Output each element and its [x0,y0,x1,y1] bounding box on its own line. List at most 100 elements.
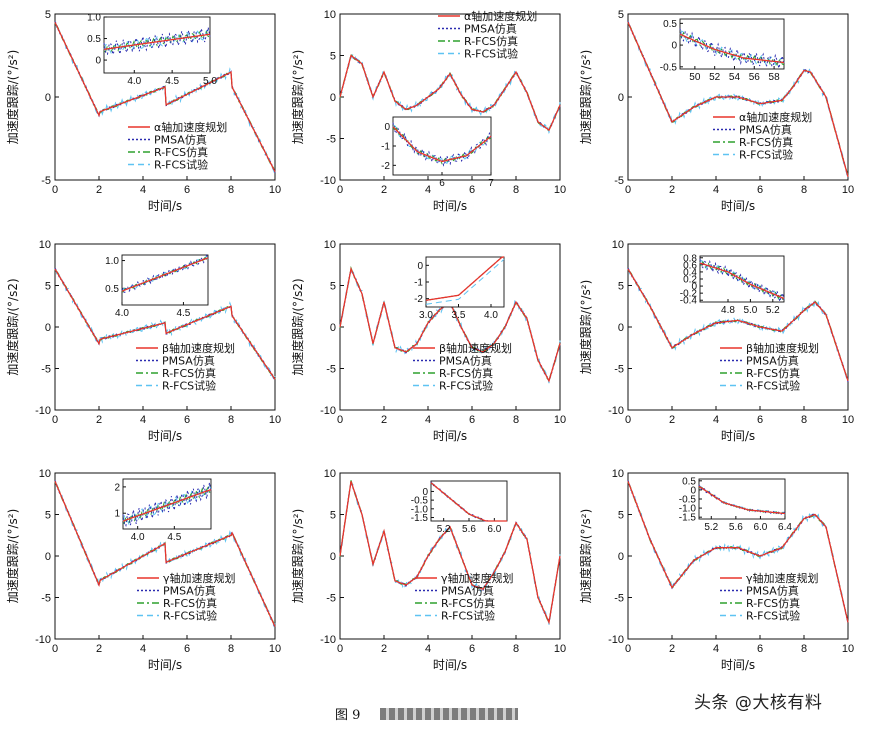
legend-label-3: R-FCS仿真 [154,145,208,159]
x-tick-label: 10 [269,414,281,426]
legend-label-4: R-FCS试验 [441,609,495,623]
inset-y-tick-label: 0 [691,282,697,293]
y-tick-label: -5 [614,593,624,605]
legend-label-2: PMSA仿真 [163,584,216,598]
x-axis-label: 时间/s [433,658,467,672]
inset-y-tick-label: 0 [384,122,390,133]
inset-plot: 4.0 4.5 1 2 [114,478,212,543]
inset-y-tick-label: -0.2 [680,289,698,300]
inset-y-tick-label: 0.6 [683,260,697,271]
inset-frame [425,256,505,308]
inset-x-tick-label: 58 [769,72,781,83]
inset-y-tick-label: -2 [414,294,423,305]
inset-series-line-3 [392,127,492,165]
x-tick-label: 2 [96,184,102,196]
x-tick-label: 4 [713,184,719,196]
y-tick-label: -5 [41,593,51,605]
inset-x-tick-label: 4.0 [484,310,498,321]
inset-plot: 3.0 3.5 4.0 -2 -1 0 [414,256,505,321]
y-tick-label: 0 [618,551,624,563]
legend-label-2: PMSA仿真 [746,354,799,368]
x-axis-label: 时间/s [721,199,755,213]
inset-x-tick-label: 52 [709,72,721,83]
inset-y-tick-label: 0.5 [682,476,696,487]
inset-series-line-1 [699,262,785,300]
inset-y-tick-label: 0 [417,261,423,272]
y-axis-label: 加速度跟踪/(°/s²) [578,50,593,145]
legend-label-3: R-FCS仿真 [464,34,518,48]
x-tick-label: 4 [713,643,719,655]
x-tick-label: 0 [625,414,631,426]
x-axis-label: 时间/s [148,199,182,213]
series-line-4 [339,483,561,625]
inset-series-line-4 [103,29,211,54]
inset-x-tick-label: 7 [488,178,494,189]
inset-series-line-2 [122,482,212,527]
inset-series-line-1 [103,33,211,50]
x-tick-label: 10 [554,643,566,655]
legend-label-3: R-FCS仿真 [163,596,217,610]
legend-label-2: PMSA仿真 [162,354,215,368]
legend-label-2: PMSA仿真 [739,123,792,137]
y-tick-label: -10 [608,634,624,646]
x-tick-label: 2 [381,414,387,426]
inset-series-line-2 [679,28,785,69]
series-line-4 [54,21,276,173]
inset-x-tick-label: 50 [689,72,701,83]
subplot-4: 0 2 4 6 8 10 -10 -5 0 5 10 时间/s 加速度跟踪/(°/s2) 4.0 4.5 0.… [5,239,281,443]
y-tick-label: -5 [41,364,51,376]
x-tick-label: 0 [52,414,58,426]
inset-x-tick-label: 4.8 [721,305,735,316]
legend-label-3: R-FCS仿真 [441,596,495,610]
y-tick-label: 10 [324,9,336,21]
inset-x-tick-label: 6.4 [778,522,792,533]
y-tick-label: 5 [618,9,624,21]
y-tick-label: 5 [330,510,336,522]
inset-y-tick-label: 0 [690,485,696,496]
series-line-3 [627,481,849,623]
y-tick-label: -5 [614,175,624,187]
inset-y-tick-label: -1 [414,278,423,289]
inset-series-line-2 [699,258,785,304]
x-axis-label: 时间/s [721,429,755,443]
x-tick-label: 6 [469,643,475,655]
figure-caption: 图 9 [335,708,361,723]
inset-series-line-1 [425,256,504,301]
series-line-1 [54,22,276,172]
legend-label-3: R-FCS仿真 [439,366,493,380]
legend-label-2: PMSA仿真 [746,584,799,598]
x-tick-label: 2 [669,643,675,655]
x-tick-label: 4 [425,414,431,426]
series-line-1 [339,54,561,132]
legend-label-1: γ轴加速度规划 [163,571,236,585]
legend-label-4: R-FCS试验 [154,158,208,172]
inset-series-line-3 [679,31,785,66]
y-tick-label: -10 [320,175,336,187]
y-tick-label: 10 [39,239,51,251]
inset-x-tick-label: 6 [439,178,445,189]
inset-x-tick-label: 3.0 [419,310,433,321]
series-line-4 [627,480,849,621]
caption-redaction [380,708,518,720]
x-tick-label: 4 [425,643,431,655]
x-tick-label: 4 [140,643,146,655]
legend-label-2: PMSA仿真 [154,133,207,147]
legend-label-3: R-FCS仿真 [746,596,800,610]
x-tick-label: 6 [184,414,190,426]
inset-series-line-2 [103,27,211,56]
inset-y-tick-label: -1.0 [411,504,429,515]
legend-label-2: PMSA仿真 [441,584,494,598]
y-tick-label: 0 [45,551,51,563]
y-tick-label: -5 [326,364,336,376]
inset-y-tick-label: 0 [671,41,677,52]
